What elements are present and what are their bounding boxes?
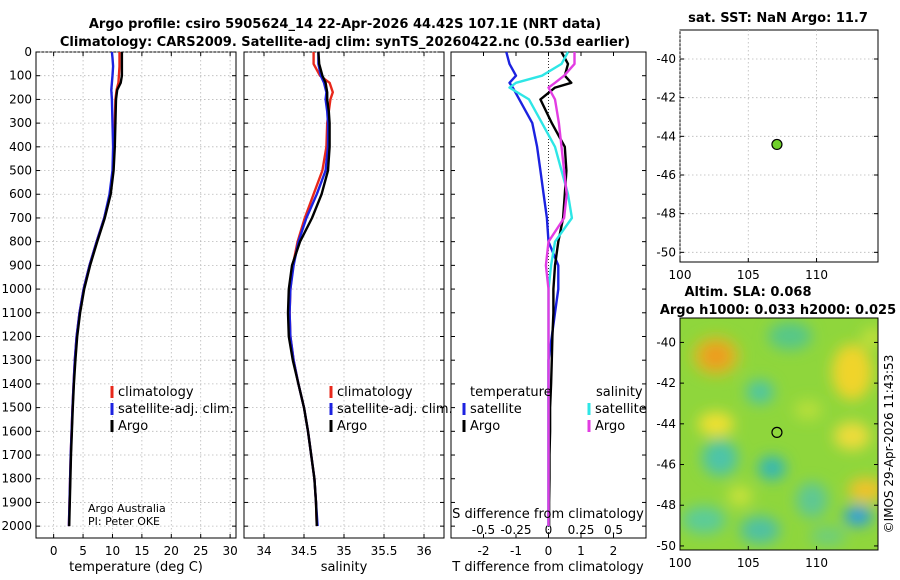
- temperature-panel-frame: [35, 51, 237, 539]
- x-tick-label: 105: [737, 556, 760, 570]
- y-tick-label: 500: [9, 164, 32, 178]
- y-tick-label: -40: [656, 52, 676, 66]
- legend-label-climatology: climatology: [118, 385, 194, 400]
- y-tick-label: -44: [656, 417, 676, 431]
- y-tick-label: 0: [24, 45, 32, 59]
- y-tick-label: -42: [656, 91, 676, 105]
- y-tick-label: 2000: [1, 519, 32, 533]
- x-tick-label: 25: [193, 544, 208, 558]
- y-tick-label: 1500: [1, 401, 32, 415]
- x-tick-label: 110: [805, 268, 828, 282]
- salinity-legend: climatology satellite-adj. clim. Argo: [329, 385, 453, 434]
- x-tick-label: 35.5: [371, 544, 398, 558]
- y-tick-label: 1400: [1, 377, 32, 391]
- credit-org: Argo Australia: [88, 502, 166, 515]
- y-tick-label: -48: [656, 498, 676, 512]
- x-tick-label: 36: [416, 544, 431, 558]
- series-line-argo: [68, 52, 124, 527]
- y-tick-label: 1600: [1, 424, 32, 438]
- x-tick-label: 110: [805, 556, 828, 570]
- argo-float-marker: [771, 138, 783, 151]
- sla-map-title-line2: Argo h1000: 0.033 h2000: 0.025: [660, 303, 896, 318]
- legend-label-s-satellite: satellite: [595, 402, 647, 417]
- x-tick-label: -1: [510, 544, 522, 558]
- x-tick-label: 10: [105, 544, 120, 558]
- y-tick-label: 100: [9, 69, 32, 83]
- x-tick-label: 15: [134, 544, 149, 558]
- y-tick-label: -42: [656, 376, 676, 390]
- sla-map-frame: [679, 317, 879, 551]
- y-tick-label: -46: [656, 168, 676, 182]
- y-tick-label: -46: [656, 458, 676, 472]
- argo-float-marker: [771, 426, 783, 438]
- sla-heatmap: [680, 318, 878, 550]
- y-tick-label: 1200: [1, 329, 32, 343]
- legend-label-s-argo: Argo: [595, 419, 625, 434]
- x-tick-label: 0: [545, 544, 553, 558]
- s-tick-label: -0.25: [500, 523, 531, 537]
- x-tick-label: 34: [256, 544, 271, 558]
- y-tick-label: 600: [9, 187, 32, 201]
- x-tick-label: 100: [669, 556, 692, 570]
- legend-label-climatology: climatology: [337, 385, 413, 400]
- y-tick-label: -40: [656, 335, 676, 349]
- x-tick-label: 5: [79, 544, 87, 558]
- y-tick-label: 400: [9, 140, 32, 154]
- s-tick-label: -0.5: [472, 523, 495, 537]
- legend-label-satellite: satellite-adj. clim.: [118, 402, 234, 417]
- x-tick-label: 34.5: [291, 544, 318, 558]
- y-tick-label: -44: [656, 129, 676, 143]
- y-tick-label: -48: [656, 207, 676, 221]
- y-tick-label: 700: [9, 211, 32, 225]
- y-tick-label: 1700: [1, 448, 32, 462]
- sst-map-title: sat. SST: NaN Argo: 11.7: [688, 11, 868, 26]
- x-tick-label: 35: [336, 544, 351, 558]
- y-tick-label: 1000: [1, 282, 32, 296]
- y-tick-label: 300: [9, 116, 32, 130]
- legend-header-temperature: temperature: [470, 385, 552, 400]
- imos-timestamp: ©IMOS 29-Apr-2026 11:43:53: [882, 355, 896, 534]
- y-tick-label: 1100: [1, 306, 32, 320]
- x-tick-label: 100: [669, 268, 692, 282]
- salinity-x-label: salinity: [321, 560, 368, 575]
- s-tick-label: 0.25: [568, 523, 595, 537]
- series-line-argo: [539, 51, 573, 527]
- x-tick-label: 20: [164, 544, 179, 558]
- y-tick-label: 1900: [1, 495, 32, 509]
- figure-title-line1: Argo profile: csiro 5905624_14 22-Apr-20…: [89, 17, 601, 32]
- y-tick-label: -50: [656, 245, 676, 259]
- figure-title-line2: Climatology: CARS2009. Satellite-adj cli…: [60, 35, 630, 50]
- x-tick-label: 1: [577, 544, 585, 558]
- y-tick-label: 800: [9, 235, 32, 249]
- x-tick-label: 30: [222, 544, 237, 558]
- x-tick-label: 2: [610, 544, 618, 558]
- difference-legend: temperature salinity satellite Argo sate…: [462, 385, 647, 434]
- temperature-x-label: temperature (deg C): [69, 560, 203, 575]
- legend-label-argo: Argo: [118, 419, 148, 434]
- sla-map-title-line1: Altim. SLA: 0.068: [685, 285, 812, 300]
- x-tick-label: 0: [50, 544, 58, 558]
- legend-header-salinity: salinity: [596, 385, 643, 400]
- legend-label-t-satellite: satellite: [470, 402, 522, 417]
- credit-pi: PI: Peter OKE: [88, 515, 160, 528]
- y-tick-label: 200: [9, 92, 32, 106]
- legend-label-argo: Argo: [337, 419, 367, 434]
- series-line-argo: [286, 51, 331, 527]
- s-tick-label: 0: [545, 523, 553, 537]
- s-tick-label: 0.5: [604, 523, 623, 537]
- s-difference-x-label: S difference from climatology: [452, 507, 644, 522]
- legend-label-satellite: satellite-adj. clim.: [337, 402, 453, 417]
- y-tick-label: 1300: [1, 353, 32, 367]
- series-line-argo: [544, 52, 576, 527]
- y-tick-label: 1800: [1, 472, 32, 486]
- legend-label-t-argo: Argo: [470, 419, 500, 434]
- x-tick-label: 105: [737, 268, 760, 282]
- x-tick-label: -2: [478, 544, 490, 558]
- temperature-legend: climatology satellite-adj. clim. Argo: [110, 385, 234, 434]
- y-tick-label: -50: [656, 539, 676, 553]
- y-tick-label: 900: [9, 258, 32, 272]
- t-difference-x-label: T difference from climatology: [451, 560, 644, 575]
